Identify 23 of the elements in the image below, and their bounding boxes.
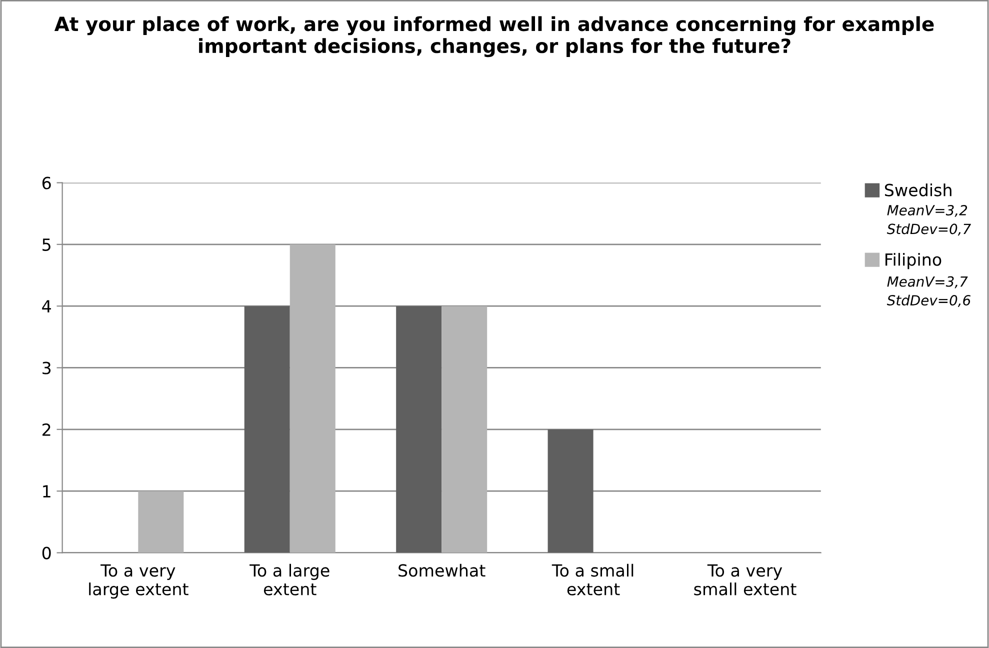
y-tick-label: 1 <box>43 485 50 498</box>
y-tick-label: 6 <box>42 176 51 190</box>
y-tick-label: 3 <box>42 362 51 374</box>
bar <box>138 491 184 553</box>
text: MeanV=3,7 StdDev=0,6 <box>886 276 970 307</box>
x-tick-label: To a very small extent <box>694 564 796 596</box>
text: MeanV=3,2 StdDev=0,7 <box>886 204 971 236</box>
y-tick-label: 5 <box>42 238 50 251</box>
bar <box>442 306 488 553</box>
bar <box>290 244 336 553</box>
y-tick-label: 4 <box>42 300 51 312</box>
chart-title: At your place of work, are you informed well in advance concerning for example important decisions, changes, or plans for the future? <box>54 16 934 58</box>
legend-label: Swedish <box>884 183 952 196</box>
bar <box>548 429 594 553</box>
x-tick-label: To a very large extent <box>89 564 188 599</box>
x-tick-label: Somewhat <box>398 564 486 577</box>
y-tick-label: 0 <box>42 546 51 560</box>
x-tick-label: To a large extent <box>250 564 330 596</box>
bar <box>396 306 442 553</box>
x-tick-label: To a small extent <box>552 564 634 596</box>
bar <box>244 306 290 553</box>
y-tick-label: 2 <box>42 423 50 436</box>
legend-label: Filipino <box>886 252 942 270</box>
